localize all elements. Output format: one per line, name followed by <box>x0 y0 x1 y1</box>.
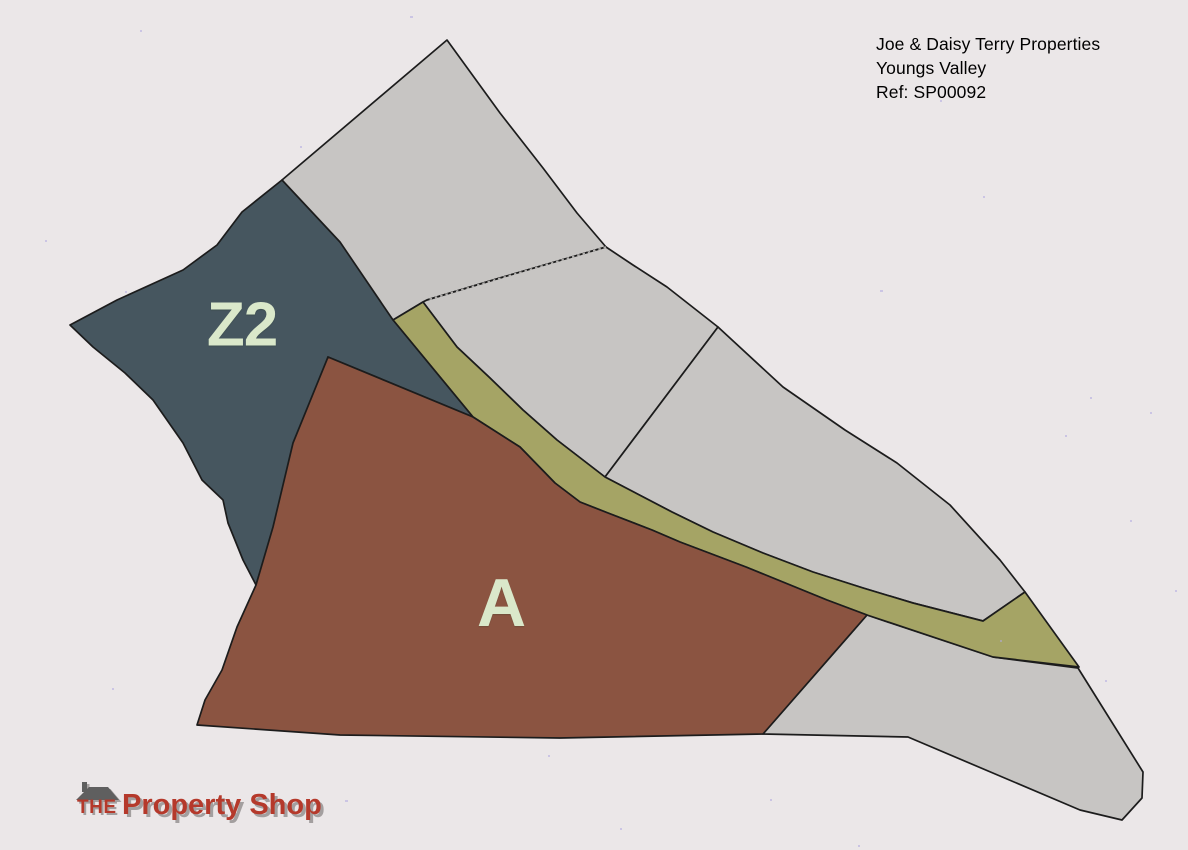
faint-boundary-line <box>426 246 607 301</box>
property-shop-logo: THE Property Shop <box>76 776 337 832</box>
title-line-owner: Joe & Daisy Terry Properties <box>876 34 1101 54</box>
title-line-location: Youngs Valley <box>876 58 987 78</box>
title-block: Joe & Daisy Terry Properties Youngs Vall… <box>876 32 1100 104</box>
parcel-a <box>196 356 868 739</box>
noise-speckles <box>45 16 1177 847</box>
logo-name: Property Shop <box>122 789 322 821</box>
house-roof-icon <box>76 782 122 802</box>
parcel-label-a: A <box>476 564 526 641</box>
parcel-label-z2: Z2 <box>206 290 278 360</box>
title-line-ref: Ref: SP00092 <box>876 82 987 102</box>
logo-the: THE <box>77 797 117 818</box>
